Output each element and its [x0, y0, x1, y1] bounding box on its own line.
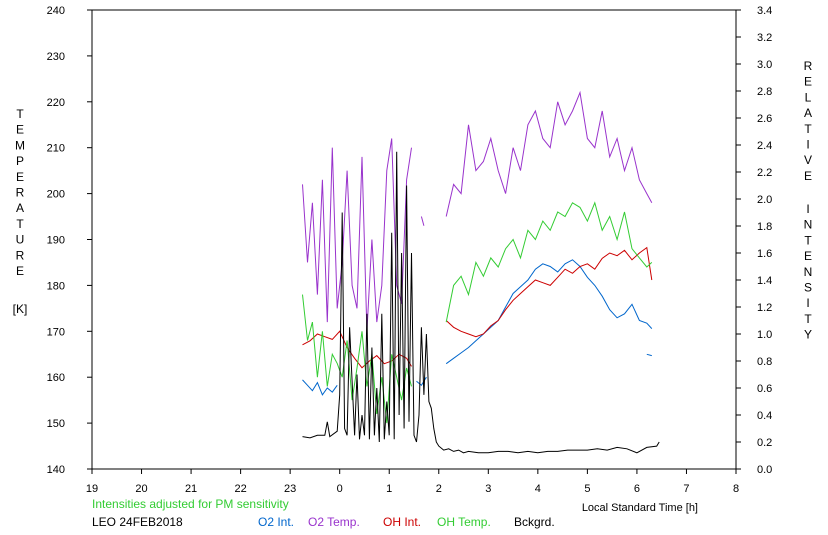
- series-line-o2-temp: [420, 216, 425, 226]
- y-right-axis-ticks: 0.0 0.2 0.4 0.6 0.8 1.0 1.2 1.4 1.6 1.8 2.0 2.2 2.4 2…: [736, 5, 772, 476]
- y-left-label-letter: A: [16, 201, 24, 215]
- y-right-tick-label: 0.2: [757, 437, 772, 449]
- series-line-o2-int: [646, 353, 652, 357]
- series-line-o2-temp: [302, 138, 412, 332]
- y-right-tick-label: 3.4: [757, 5, 772, 17]
- legend-item: O2 Int.: [258, 515, 294, 529]
- y-right-label-letter: T: [804, 312, 812, 326]
- y-left-tick-label: 230: [47, 51, 65, 63]
- y-right-tick-label: 2.6: [757, 113, 772, 125]
- y-left-label-letter: E: [16, 264, 24, 278]
- legend: O2 Int. O2 Temp. OH Int. OH Temp. Bckgrd.: [258, 515, 555, 529]
- station-label: LEO 24FEB2018: [92, 515, 183, 529]
- y-right-label-letter: S: [804, 281, 812, 295]
- y-right-tick-label: 2.2: [757, 167, 772, 179]
- x-axis-label: Local Standard Time [h]: [582, 502, 698, 514]
- x-tick-label: 7: [683, 483, 689, 495]
- y-left-label-letter: P: [16, 154, 24, 168]
- y-left-label-letter: T: [16, 107, 24, 121]
- legend-item: O2 Temp.: [308, 515, 360, 529]
- x-tick-label: 3: [485, 483, 491, 495]
- y-left-tick-label: 170: [47, 326, 65, 338]
- x-tick-label: 20: [135, 483, 147, 495]
- y-right-tick-label: 0.4: [757, 410, 772, 422]
- y-right-label-letter: I: [806, 296, 809, 310]
- x-tick-label: 6: [634, 483, 640, 495]
- legend-item: OH Int.: [383, 515, 421, 529]
- y-right-label-letter: I: [806, 138, 809, 152]
- x-tick-label: 0: [337, 483, 343, 495]
- y-left-tick-label: 200: [47, 189, 65, 201]
- y-left-tick-label: 240: [47, 5, 65, 17]
- y-left-tick-label: 140: [47, 464, 65, 476]
- y-right-label-letter: E: [804, 75, 812, 89]
- y-left-tick-label: 180: [47, 280, 65, 292]
- series-line-oh-temp: [445, 201, 653, 323]
- y-right-tick-label: 0.6: [757, 383, 772, 395]
- y-left-tick-label: 220: [47, 97, 65, 109]
- y-left-label-letter: U: [16, 233, 25, 247]
- y-right-label-letter: L: [805, 90, 812, 104]
- legend-item: OH Temp.: [437, 515, 491, 529]
- y-right-tick-label: 1.0: [757, 329, 772, 341]
- y-left-tick-label: 190: [47, 235, 65, 247]
- series-line-o2-int: [302, 379, 338, 396]
- y-right-tick-label: 1.6: [757, 248, 772, 260]
- y-right-tick-label: 2.8: [757, 86, 772, 98]
- y-right-label-letter: R: [804, 59, 813, 73]
- series-lines: [302, 90, 660, 454]
- y-right-tick-label: 0.0: [757, 464, 772, 476]
- y-right-tick-label: 1.4: [757, 275, 772, 287]
- x-tick-label: 5: [584, 483, 590, 495]
- y-left-label-letter: E: [16, 123, 24, 137]
- note-text: Intensities adjusted for PM sensitivity: [92, 497, 289, 511]
- y-left-tick-label: 210: [47, 143, 65, 155]
- y-right-tick-label: 0.8: [757, 356, 772, 368]
- y-right-label-letter: A: [804, 106, 812, 120]
- x-tick-label: 21: [185, 483, 197, 495]
- y-left-label-letter: T: [16, 217, 24, 231]
- y-right-tick-label: 1.8: [757, 221, 772, 233]
- x-tick-label: 23: [284, 483, 296, 495]
- legend-item: Bckgrd.: [514, 515, 555, 529]
- x-tick-label: 4: [535, 483, 541, 495]
- series-line-o2-temp: [445, 90, 653, 217]
- y-right-label-letter: N: [804, 218, 813, 232]
- y-right-label-letter: I: [806, 202, 809, 216]
- x-tick-label: 2: [436, 483, 442, 495]
- y-right-label-letter: Y: [804, 328, 812, 342]
- x-tick-label: 8: [733, 483, 739, 495]
- y-right-label-letter: V: [804, 153, 812, 167]
- y-left-label-letter: M: [15, 138, 25, 152]
- series-line-bckgrd: [302, 151, 660, 454]
- y-left-tick-label: 160: [47, 372, 65, 384]
- y-left-tick-label: 150: [47, 418, 65, 430]
- y-left-axis-ticks: 140 150 160 170 180 190 200 210 220 230 240: [47, 5, 92, 476]
- y-right-tick-label: 2.4: [757, 140, 772, 152]
- y-right-tick-label: 2.0: [757, 194, 772, 206]
- y-right-label-letter: E: [804, 169, 812, 183]
- x-tick-label: 1: [386, 483, 392, 495]
- y-left-axis-unit: [K]: [13, 302, 28, 316]
- y-right-label-letter: N: [804, 265, 813, 279]
- y-right-label-letter: E: [804, 249, 812, 263]
- series-line-o2-int: [445, 259, 653, 365]
- y-right-tick-label: 1.2: [757, 302, 772, 314]
- y-left-label-letter: R: [16, 186, 25, 200]
- x-axis-ticks: 19 20 21 22 23 0 1 2 3 4 5 6 7 8: [86, 469, 739, 495]
- y-right-label-letter: T: [804, 122, 812, 136]
- y-left-label-letter: R: [16, 248, 25, 262]
- y-left-label-letter: E: [16, 170, 24, 184]
- series-line-oh-int: [445, 246, 653, 338]
- y-right-label-letter: T: [804, 233, 812, 247]
- x-tick-label: 22: [234, 483, 246, 495]
- x-tick-label: 19: [86, 483, 98, 495]
- y-right-tick-label: 3.0: [757, 59, 772, 71]
- y-right-tick-label: 3.2: [757, 32, 772, 44]
